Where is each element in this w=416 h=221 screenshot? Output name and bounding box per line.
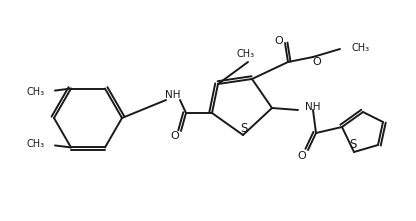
Text: S: S bbox=[240, 122, 248, 135]
Text: NH: NH bbox=[305, 102, 320, 112]
Text: NH: NH bbox=[165, 90, 181, 100]
Text: CH₃: CH₃ bbox=[237, 49, 255, 59]
Text: O: O bbox=[171, 131, 179, 141]
Text: CH₃: CH₃ bbox=[27, 87, 45, 97]
Text: O: O bbox=[275, 36, 283, 46]
Text: CH₃: CH₃ bbox=[352, 43, 370, 53]
Text: CH₃: CH₃ bbox=[27, 139, 45, 149]
Text: O: O bbox=[297, 151, 306, 161]
Text: O: O bbox=[313, 57, 322, 67]
Text: S: S bbox=[349, 139, 357, 152]
